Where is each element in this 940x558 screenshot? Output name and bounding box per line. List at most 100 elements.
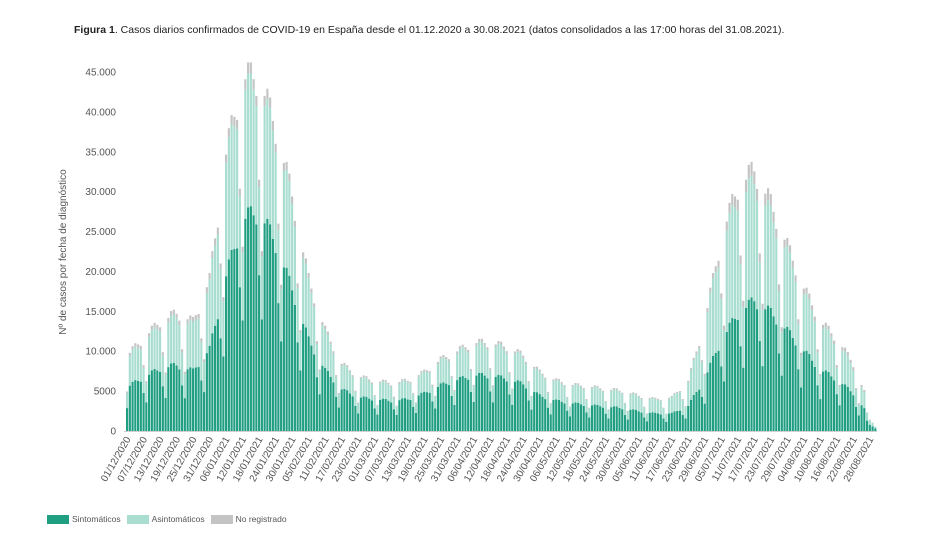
- bar-segment: [711, 273, 715, 279]
- bar-segment: [689, 399, 693, 431]
- bar-segment: [167, 317, 170, 323]
- bar-segment: [417, 395, 420, 431]
- bar-segment: [849, 359, 852, 364]
- bar-segment: [489, 368, 492, 371]
- bar-segment: [346, 390, 349, 431]
- legend-label: Asintomáticos: [151, 514, 205, 524]
- bar-segment: [469, 371, 473, 392]
- bar-segment: [189, 315, 192, 321]
- bar-segment: [736, 199, 739, 212]
- bar-segment: [186, 319, 189, 324]
- bar-segment: [717, 260, 720, 268]
- bar-segment: [805, 287, 808, 294]
- bar-segment: [302, 252, 305, 258]
- bar-segment: [755, 201, 759, 310]
- bar-segment: [582, 388, 585, 390]
- bar-segment: [381, 398, 384, 431]
- bar-segment: [340, 363, 343, 366]
- bar-segment: [511, 388, 514, 390]
- bar-segment: [505, 381, 508, 431]
- bar-segment: [670, 412, 673, 431]
- bar-segment: [629, 409, 632, 431]
- bar-segment: [252, 89, 255, 216]
- bar-segment: [225, 154, 228, 163]
- bar-segment: [667, 397, 671, 399]
- bar-segment: [258, 275, 261, 431]
- bar-segment: [830, 337, 833, 377]
- bar-segment: [447, 361, 451, 386]
- bar-segment: [164, 374, 167, 398]
- bar-segment: [464, 347, 467, 350]
- bar-segment: [783, 239, 786, 248]
- bar-segment: [370, 383, 373, 401]
- bar-segment: [304, 263, 307, 328]
- bar-segment: [574, 402, 577, 431]
- bar-segment: [612, 406, 616, 431]
- bar-segment: [167, 367, 170, 431]
- bar-segment: [458, 346, 462, 349]
- bar-segment: [236, 129, 239, 249]
- bar-segment: [423, 371, 426, 392]
- bar-segment: [249, 73, 252, 207]
- bar-segment: [183, 371, 186, 375]
- bar-segment: [739, 255, 742, 265]
- bar-segment: [538, 369, 541, 372]
- bar-segment: [145, 381, 148, 384]
- bar-segment: [307, 336, 310, 431]
- bar-segment: [230, 115, 233, 125]
- bar-segment: [302, 323, 305, 431]
- bar-segment: [329, 376, 332, 431]
- bar-segment: [860, 405, 863, 431]
- bar-segment: [698, 389, 701, 431]
- bar-segment: [293, 227, 296, 305]
- bar-segment: [808, 354, 811, 431]
- bar-segment: [676, 393, 679, 411]
- bar-segment: [368, 380, 371, 399]
- bar-segment: [332, 382, 335, 431]
- bar-segment: [590, 388, 594, 406]
- bar-segment: [560, 401, 563, 431]
- bar-segment: [412, 407, 415, 431]
- bar-segment: [750, 175, 753, 298]
- bar-segment: [819, 376, 822, 400]
- bar-segment: [126, 391, 129, 394]
- daily-cases-chart: 0 5000 10.000 15.000 20.000 25.000 30.000 35.00…: [58, 62, 877, 484]
- bar-segment: [786, 237, 789, 246]
- bar-segment: [566, 397, 569, 399]
- bar-segment: [299, 330, 302, 334]
- bar-segment: [219, 338, 222, 431]
- bar-segment: [761, 303, 764, 311]
- bar-segment: [288, 181, 291, 276]
- chart-legend: Sintomáticos Asintomáticos No registrado: [47, 514, 289, 524]
- bar-segment: [203, 359, 206, 363]
- bar-segment: [445, 357, 448, 360]
- bar-segment: [819, 373, 822, 377]
- bar-segment: [849, 363, 852, 392]
- bar-segment: [351, 396, 354, 431]
- bar-segment: [797, 369, 800, 431]
- bar-segment: [852, 370, 855, 396]
- bar-segment: [266, 218, 269, 431]
- bar-segment: [563, 403, 566, 431]
- bar-segment: [494, 344, 497, 348]
- bar-segment: [277, 223, 280, 230]
- bar-segment: [489, 391, 492, 431]
- bar-segment: [698, 345, 701, 349]
- bar-segment: [469, 369, 473, 372]
- bar-segment: [637, 396, 640, 412]
- bar-segment: [687, 382, 690, 406]
- bar-segment: [423, 369, 426, 372]
- bar-segment: [409, 383, 412, 400]
- bar-segment: [483, 345, 486, 376]
- bar-segment: [623, 415, 627, 431]
- bar-segment: [866, 412, 869, 414]
- bar-segment: [808, 293, 811, 300]
- bar-segment: [148, 374, 151, 431]
- bar-segment: [673, 394, 676, 412]
- bar-segment: [637, 395, 640, 397]
- bar-segment: [170, 363, 173, 431]
- bar-segment: [665, 414, 668, 422]
- bar-segment: [197, 313, 200, 319]
- bar-segment: [442, 382, 445, 431]
- bar-segment: [714, 266, 717, 273]
